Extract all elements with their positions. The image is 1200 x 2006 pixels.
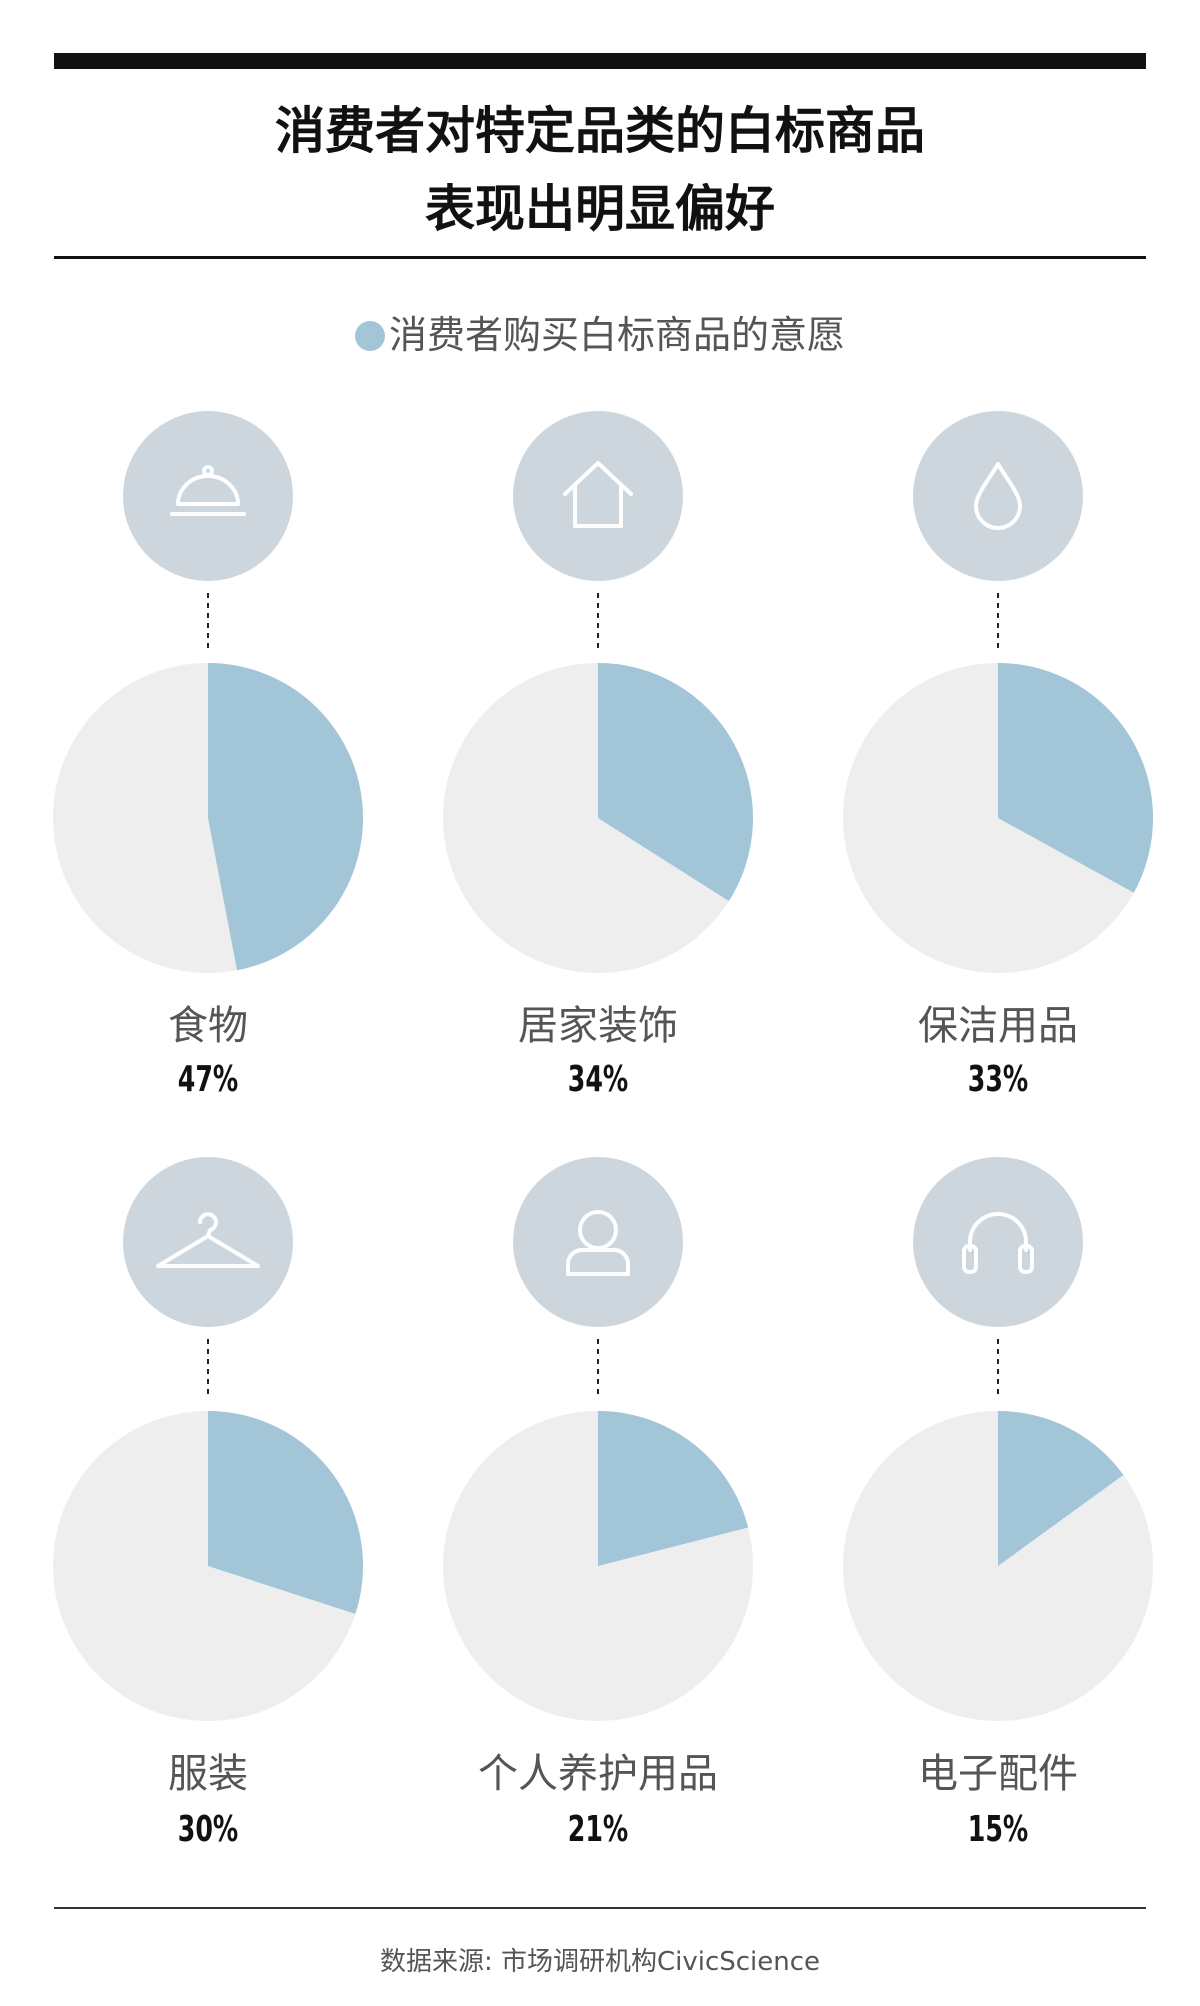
title-line-1: 消费者对特定品类的白标商品 — [275, 102, 925, 160]
water-drop-icon — [974, 462, 1022, 530]
title-line-2: 表现出明显偏好 — [425, 180, 775, 238]
bottom-rule — [54, 1907, 1146, 1909]
category-label: 保洁用品 — [918, 1003, 1078, 1049]
person-icon — [566, 1210, 630, 1276]
legend: 消费者购买白标商品的意愿 — [0, 310, 1200, 360]
top-rule — [54, 53, 1146, 69]
legend-label: 消费者购买白标商品的意愿 — [388, 313, 845, 357]
icon-circle — [913, 1157, 1083, 1327]
hanger-icon — [156, 1212, 260, 1268]
icon-circle — [513, 1157, 683, 1327]
category-value: 21% — [567, 1809, 629, 1850]
headphones-icon — [962, 1212, 1034, 1274]
icon-circle — [123, 411, 293, 581]
category-label: 个人养护用品 — [478, 1751, 718, 1797]
title-rule — [54, 256, 1146, 259]
icon-circle — [513, 411, 683, 581]
pie-slice — [998, 663, 1154, 893]
pie-slice — [208, 663, 363, 971]
food-cloche-icon — [170, 465, 246, 516]
category-value: 47% — [177, 1059, 239, 1100]
icon-circle — [913, 411, 1083, 581]
category-value: 33% — [967, 1059, 1029, 1100]
category-label: 服装 — [168, 1751, 248, 1797]
chart-title: 消费者对特定品类的白标商品 表现出明显偏好 — [0, 92, 1200, 248]
category-label: 食物 — [168, 1003, 248, 1049]
category-value: 15% — [967, 1809, 1029, 1850]
pie-slice — [208, 1411, 363, 1614]
pie-slice — [998, 1411, 1124, 1566]
pie-slice — [598, 663, 753, 902]
category-value: 30% — [177, 1809, 239, 1850]
category-label: 电子配件 — [918, 1751, 1078, 1797]
pie-slice — [598, 1411, 749, 1566]
legend-swatch — [354, 321, 385, 351]
icon-circle — [123, 1157, 293, 1327]
category-label: 居家装饰 — [518, 1003, 678, 1049]
house-icon — [563, 461, 633, 528]
source-note: 数据来源: 市场调研机构CivicScience — [379, 1947, 821, 1977]
category-value: 34% — [567, 1059, 629, 1100]
